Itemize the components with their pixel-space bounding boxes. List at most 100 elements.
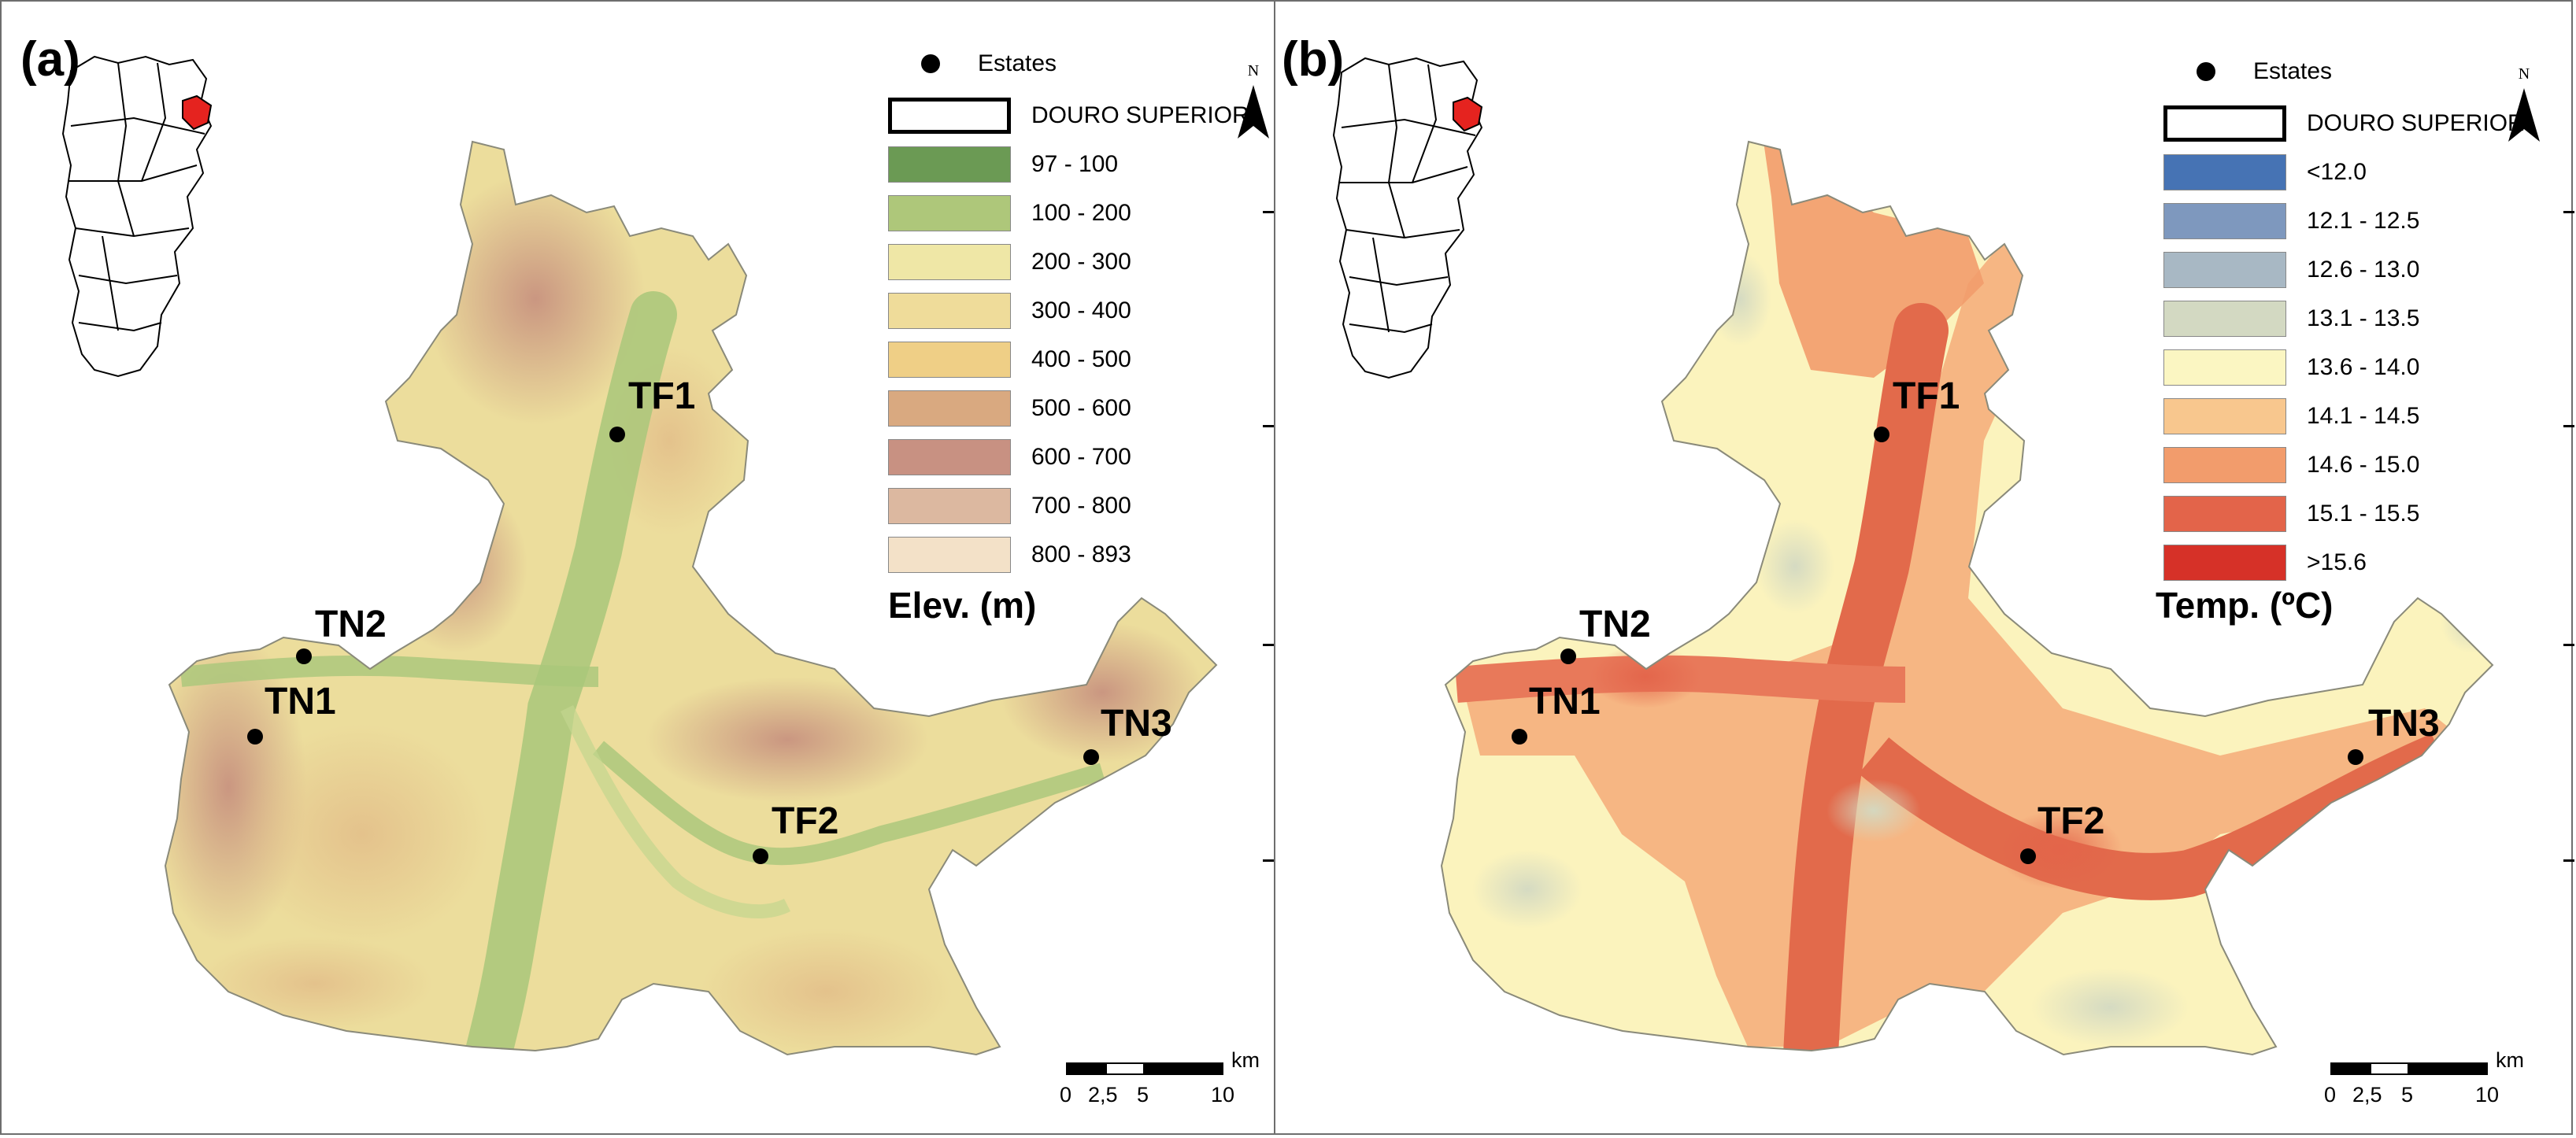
legend-class-row: 600 - 700 <box>888 439 1131 475</box>
legend-swatch <box>888 244 1011 280</box>
estate-symbol-icon <box>2197 62 2215 81</box>
panel-label-a: (a) <box>20 32 80 87</box>
legend-class-row: >15.6 <box>2163 545 2367 581</box>
estate-label-tf2: TF2 <box>772 800 839 842</box>
legend-class-label: 13.1 - 13.5 <box>2307 305 2420 331</box>
legend-swatch <box>2163 447 2286 483</box>
legend-estates-label: Estates <box>978 50 1057 76</box>
scale-tick-2-5: 2,5 <box>1088 1083 1118 1107</box>
estate-point-tf2 <box>2020 848 2036 864</box>
scale-tick-5: 5 <box>2401 1083 2414 1107</box>
legend-class-row: 97 - 100 <box>888 146 1118 183</box>
legend-swatch <box>888 537 1011 573</box>
estate-symbol-icon <box>921 54 940 73</box>
panel-temperature: (b) TF1 TN2 TN1 TN3 TF2 Estates DOURO SU… <box>1275 0 2576 1135</box>
legend-region-label: DOURO SUPERIOR <box>1031 102 1249 128</box>
legend-region-label: DOURO SUPERIOR <box>2307 110 2525 136</box>
frame-tick <box>1263 211 1274 213</box>
scale-unit: km <box>1231 1048 1260 1072</box>
panel-divider <box>1274 0 1275 1135</box>
scale-bar: km 0 2,5 5 10 <box>2324 1048 2524 1125</box>
legend-class-row: 12.1 - 12.5 <box>2163 203 2419 239</box>
estate-point-tf2 <box>753 848 768 864</box>
estate-point-tn3 <box>1083 749 1099 765</box>
legend-row-estates: Estates <box>2163 58 2332 85</box>
inset-map-portugal <box>1332 57 1483 379</box>
estate-label-tf2: TF2 <box>2037 800 2105 842</box>
legend-class-label: 200 - 300 <box>1031 249 1131 275</box>
estate-label-tn3: TN3 <box>1101 703 1172 745</box>
legend-swatch <box>888 195 1011 231</box>
legend-class-label: 15.1 - 15.5 <box>2307 501 2420 527</box>
frame-tick <box>1263 644 1274 646</box>
scale-tick-0: 0 <box>2324 1083 2337 1107</box>
legend-class-row: 200 - 300 <box>888 244 1131 280</box>
estate-points <box>247 427 1099 864</box>
scale-tick-0: 0 <box>1060 1083 1072 1107</box>
north-label: N <box>2519 65 2530 83</box>
legend-class-row: 13.1 - 13.5 <box>2163 301 2419 337</box>
legend-class-label: 700 - 800 <box>1031 493 1131 519</box>
estate-label-tn2: TN2 <box>1579 604 1651 645</box>
frame-tick <box>2563 859 2574 862</box>
legend-swatch <box>888 488 1011 524</box>
legend-row-estates: Estates <box>888 50 1057 77</box>
legend-swatch <box>888 146 1011 183</box>
elevation-map <box>61 55 1217 1055</box>
estate-point-tn1 <box>1512 729 1527 745</box>
north-label: N <box>1248 62 1259 79</box>
frame-tick <box>2563 644 2574 646</box>
estate-point-tn2 <box>296 648 312 664</box>
legend-class-label: >15.6 <box>2307 549 2367 575</box>
legend-class-label: 14.1 - 14.5 <box>2307 403 2420 429</box>
legend-swatch <box>2163 545 2286 581</box>
temperature-map <box>1332 57 2493 1055</box>
north-arrow-icon: N <box>1238 62 1269 139</box>
legend-swatch <box>2163 154 2286 190</box>
estate-point-tn3 <box>2348 749 2363 765</box>
frame-tick <box>1263 425 1274 427</box>
legend-class-label: 800 - 893 <box>1031 541 1131 567</box>
north-arrow-icon: N <box>2508 65 2540 142</box>
legend-class-label: 14.6 - 15.0 <box>2307 452 2420 478</box>
panel-label-b: (b) <box>1282 32 1345 87</box>
legend-title: Temp. (ºC) <box>2156 585 2334 626</box>
legend-class-label: 97 - 100 <box>1031 151 1119 177</box>
legend-estates-label: Estates <box>2253 58 2333 84</box>
legend-swatch <box>2163 496 2286 532</box>
scale-unit: km <box>2496 1048 2524 1072</box>
legend-swatch <box>888 439 1011 475</box>
legend-swatch <box>888 390 1011 427</box>
estate-point-tn2 <box>1560 648 1576 664</box>
estate-point-tn1 <box>247 729 263 745</box>
estate-label-tn3: TN3 <box>2368 703 2440 745</box>
legend-class-label: 100 - 200 <box>1031 200 1131 226</box>
frame-tick <box>2563 425 2574 427</box>
panel-elevation: (a) TF1 TN2 TN1 TN3 TF2 Estates DOURO SU… <box>0 0 1275 1135</box>
legend-class-row: 13.6 - 14.0 <box>2163 349 2419 386</box>
legend-class-row: 12.6 - 13.0 <box>2163 252 2419 288</box>
legend-class-row: 14.6 - 15.0 <box>2163 447 2419 483</box>
legend-class-row: 700 - 800 <box>888 488 1131 524</box>
legend-class-label: 600 - 700 <box>1031 444 1131 470</box>
legend-swatch <box>2163 301 2286 337</box>
estate-points <box>1512 427 2363 864</box>
estate-label-tn1: TN1 <box>265 681 336 722</box>
legend-title: Elev. (m) <box>888 585 1037 626</box>
legend-swatch <box>888 293 1011 329</box>
estate-point-tf1 <box>609 427 625 442</box>
legend-class-row: <12.0 <box>2163 154 2367 190</box>
estate-label-tf1: TF1 <box>628 375 696 417</box>
region-outline-symbol <box>2163 105 2286 142</box>
legend-class-label: 500 - 600 <box>1031 395 1131 421</box>
legend-swatch <box>888 342 1011 378</box>
scale-tick-10: 10 <box>2475 1083 2500 1107</box>
legend-class-row: 400 - 500 <box>888 342 1131 378</box>
frame-tick <box>2563 211 2574 213</box>
frame-tick <box>1263 859 1274 862</box>
legend-swatch <box>2163 252 2286 288</box>
legend-class-label: 12.6 - 13.0 <box>2307 257 2420 283</box>
legend-class-row: 800 - 893 <box>888 537 1131 573</box>
scale-tick-10: 10 <box>1211 1083 1235 1107</box>
